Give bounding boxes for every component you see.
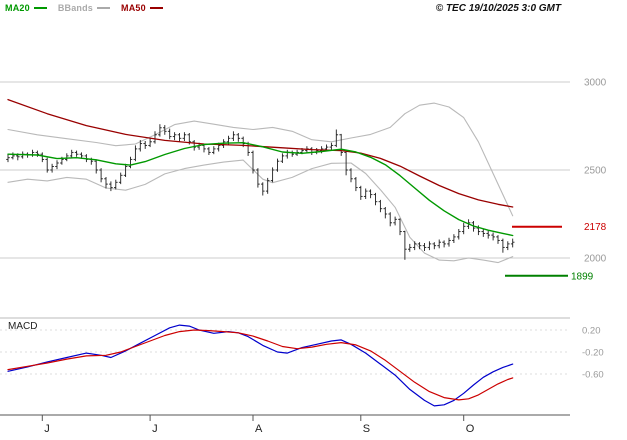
price-levels: 2178 1899 xyxy=(505,222,607,282)
legend-label-bbands: BBands xyxy=(57,3,94,13)
legend-item-ma50: MA50 xyxy=(121,3,163,13)
svg-text:3000: 3000 xyxy=(584,78,607,89)
svg-text:2178: 2178 xyxy=(584,222,607,233)
svg-text:-0.60: -0.60 xyxy=(582,370,604,381)
macd-panel: 0.20 -0.20 -0.60 xyxy=(0,317,604,381)
legend-label-ma20: MA20 xyxy=(5,3,30,13)
legend-label-ma50: MA50 xyxy=(121,3,146,13)
svg-text:-0.20: -0.20 xyxy=(582,348,604,359)
svg-text:S: S xyxy=(363,423,370,435)
macd-panel-label: MACD xyxy=(8,321,38,332)
macd-lines xyxy=(7,324,514,407)
bbands-line-swatch-icon xyxy=(97,7,111,9)
legend-item-ma20: MA20 xyxy=(5,3,47,13)
svg-text:O: O xyxy=(466,423,475,435)
moving-averages xyxy=(7,98,514,237)
ma50-line-swatch-icon xyxy=(149,7,163,9)
svg-text:1899: 1899 xyxy=(571,271,594,282)
svg-text:2500: 2500 xyxy=(584,166,607,177)
legend-item-bbands: BBands xyxy=(57,3,111,13)
candlesticks xyxy=(6,124,515,260)
svg-text:J: J xyxy=(44,423,50,435)
price-gridlines: 3000 2500 2000 xyxy=(0,78,607,265)
svg-text:J: J xyxy=(152,423,158,435)
svg-text:2000: 2000 xyxy=(584,254,607,265)
ma20-line-swatch-icon xyxy=(33,7,47,9)
svg-text:0.20: 0.20 xyxy=(582,326,601,337)
bollinger-bands xyxy=(7,102,514,264)
copyright-text: © TEC 19/10/2025 3:0 GMT xyxy=(435,3,561,14)
legend: MA20 BBands MA50 xyxy=(5,3,163,13)
svg-text:A: A xyxy=(255,423,263,435)
